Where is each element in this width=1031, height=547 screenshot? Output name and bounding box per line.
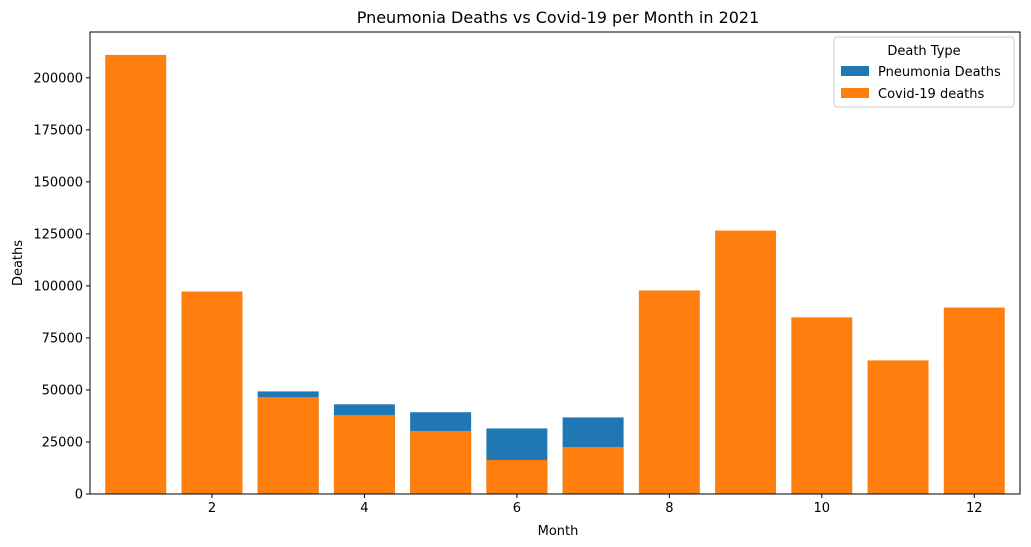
legend-title: Death Type xyxy=(887,44,960,59)
bar-covid-month-1 xyxy=(105,54,167,494)
x-tick-label: 4 xyxy=(360,501,368,516)
legend-swatch-pneumonia xyxy=(841,66,869,76)
y-tick-label: 50000 xyxy=(42,383,83,398)
y-tick-label: 25000 xyxy=(42,435,83,450)
legend: Death Type Pneumonia Deaths Covid-19 dea… xyxy=(833,36,1015,108)
y-axis-label: Deaths xyxy=(11,240,26,286)
x-tick-label: 10 xyxy=(814,501,831,516)
x-axis-label: Month xyxy=(538,524,579,539)
bar-covid-month-9 xyxy=(715,230,777,495)
bar-covid-month-4 xyxy=(333,415,395,494)
bar-covid-month-3 xyxy=(257,397,319,494)
y-tick-label: 75000 xyxy=(42,331,83,346)
x-tick-label: 6 xyxy=(513,501,521,516)
x-tick-label: 12 xyxy=(966,501,983,516)
y-tick-label: 100000 xyxy=(33,279,83,294)
legend-label-pneumonia: Pneumonia Deaths xyxy=(878,65,1001,80)
bar-covid-month-5 xyxy=(410,430,472,494)
y-tick-label: 0 xyxy=(75,488,83,503)
legend-box xyxy=(833,36,1015,108)
bar-covid-month-8 xyxy=(638,290,700,494)
y-axis-ticks: 0 25000 50000 75000 100000 125000 150000 175000… xyxy=(33,71,90,503)
bar-covid-month-6 xyxy=(486,459,548,494)
x-tick-label: 8 xyxy=(665,501,673,516)
legend-label-covid: Covid-19 deaths xyxy=(878,87,985,102)
x-axis-ticks: 2 4 6 8 10 12 xyxy=(208,494,983,516)
legend-swatch-covid xyxy=(841,88,869,98)
bar-covid-month-12 xyxy=(943,307,1005,494)
bars xyxy=(105,54,1005,495)
y-tick-label: 200000 xyxy=(33,71,83,86)
y-tick-label: 150000 xyxy=(33,175,83,190)
bar-covid-month-10 xyxy=(791,317,853,494)
x-tick-label: 2 xyxy=(208,501,216,516)
y-tick-label: 175000 xyxy=(33,123,83,138)
plot-frame xyxy=(89,31,1021,495)
chart-title: Pneumonia Deaths vs Covid-19 per Month i… xyxy=(357,8,760,27)
y-tick-label: 125000 xyxy=(33,227,83,242)
bar-covid-month-7 xyxy=(562,446,624,494)
bar-covid-month-11 xyxy=(867,360,929,494)
bar-covid-month-2 xyxy=(181,291,243,494)
